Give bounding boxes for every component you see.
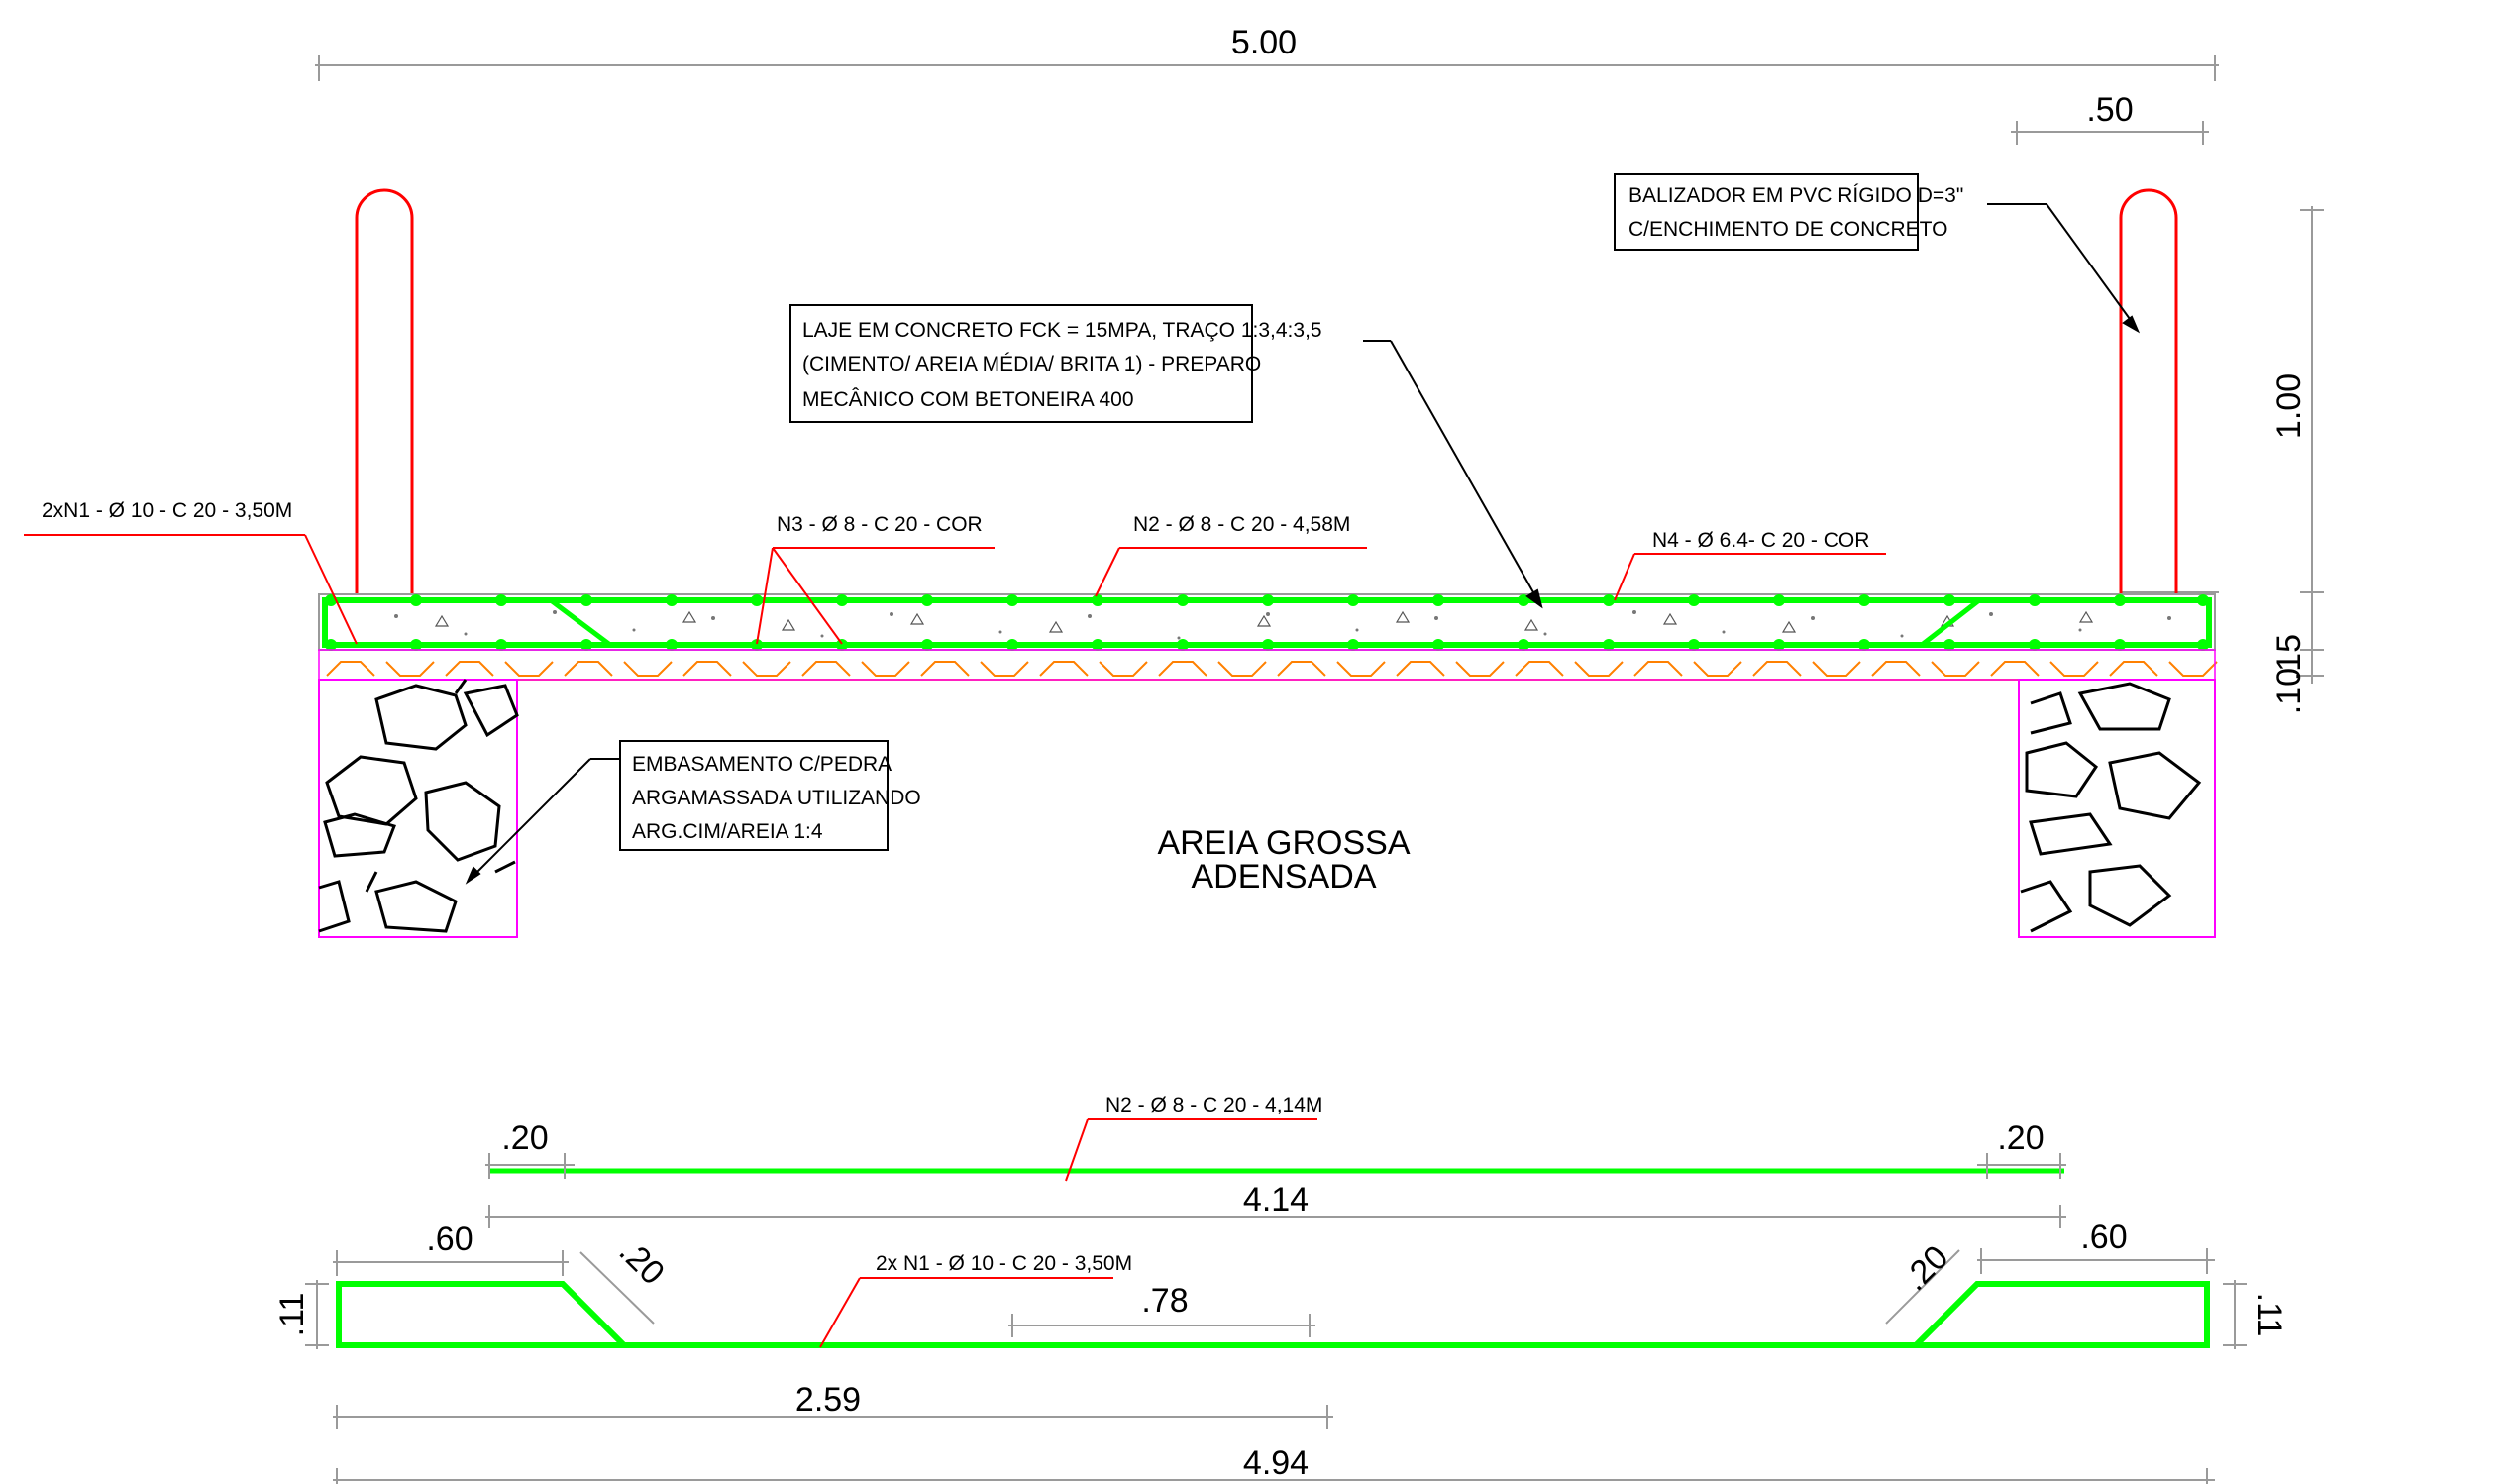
balizador-right	[2119, 188, 2178, 594]
note-embasamento-line-1: EMBASAMENTO C/PEDRA	[632, 753, 892, 776]
label-n4: N4 - Ø 6.4- C 20 - COR	[1652, 529, 1869, 552]
dim-balizador-height-label: 1.00	[2270, 373, 2308, 439]
rebar-n1-detail	[336, 1281, 2210, 1348]
dim-n1-total-label: 4.94	[1243, 1444, 1309, 1482]
label-n2-detail: N2 - Ø 8 - C 20 - 4,14M	[1105, 1094, 1322, 1116]
note-balizador-line-1: BALIZADOR EM PVC RÍGIDO D=3"	[1628, 184, 1963, 207]
dim-total-width	[315, 55, 2219, 81]
label-n3: N3 - Ø 8 - C 20 - COR	[777, 513, 983, 536]
areia-line-2: ADENSADA	[1191, 858, 1376, 896]
note-laje-line-3: MECÂNICO COM BETONEIRA 400	[802, 388, 1134, 411]
leader-n2-top	[1095, 547, 1367, 597]
dim-n1-left-flat-label: .60	[426, 1220, 472, 1258]
concrete-aggregate-pattern	[394, 610, 2171, 640]
note-laje-box	[789, 304, 1253, 423]
dim-n2-hook-right-label: .20	[1997, 1119, 2044, 1157]
dim-n1-left-height-label: .11	[273, 1293, 311, 1337]
note-balizador-line-2: C/ENCHIMENTO DE CONCRETO	[1628, 218, 1947, 241]
dim-n1-left-bend-label: .20	[612, 1232, 672, 1292]
dim-n1-detail	[305, 1248, 2247, 1484]
rebar-n1-bend-left	[549, 598, 612, 647]
rebar-n1-bend-right	[1920, 598, 1981, 647]
dim-n1-right-flat-label: .60	[2080, 1219, 2127, 1256]
dim-n2-hook-left-label: .20	[501, 1119, 548, 1157]
dim-n1-half-label: 2.59	[795, 1381, 861, 1419]
dim-n2-detail	[485, 1153, 2066, 1228]
dim-n2-length-label: 4.14	[1243, 1181, 1309, 1219]
dim-balizador-offset-label: .50	[2086, 91, 2133, 129]
dim-total-width-label: 5.00	[1231, 24, 1297, 61]
dim-balizador-offset	[2011, 121, 2209, 145]
label-n1-top: 2xN1 - Ø 10 - C 20 - 3,50M	[42, 499, 292, 522]
label-n2-top: N2 - Ø 8 - C 20 - 4,58M	[1133, 513, 1350, 536]
footing-right	[2018, 679, 2216, 938]
footing-left	[318, 679, 519, 938]
leader-laje	[1363, 340, 1543, 609]
dim-n1-right-height-label: .11	[2251, 1293, 2288, 1337]
note-balizador-box	[1614, 173, 1919, 251]
dim-vertical-right	[2120, 206, 2324, 684]
note-laje-line-2: (CIMENTO/ AREIA MÉDIA/ BRITA 1) - PREPAR…	[802, 353, 1261, 375]
note-embasamento-box	[619, 740, 889, 851]
dim-n1-mid-label: .78	[1141, 1282, 1188, 1320]
dim-n1-right-bend-label: .20	[1896, 1238, 1955, 1298]
leader-n4	[1614, 553, 1886, 601]
rebar-dots	[325, 594, 2209, 651]
sand-outline	[318, 649, 2216, 681]
label-n1-detail: 2x N1 - Ø 10 - C 20 - 3,50M	[876, 1252, 1132, 1275]
areia-line-1: AREIA GROSSA	[1157, 824, 1410, 862]
note-laje-line-1: LAJE EM CONCRETO FCK = 15MPA, TRAÇO 1:3,…	[802, 319, 1322, 342]
leader-n3	[756, 547, 995, 645]
balizador-left	[355, 188, 414, 594]
note-embasamento-line-2: ARGAMASSADA UTILIZANDO	[632, 787, 921, 809]
note-embasamento-line-3: ARG.CIM/AREIA 1:4	[632, 820, 823, 843]
sand-layer	[319, 661, 2218, 681]
leader-n2-detail	[1065, 1118, 1317, 1182]
leader-n1-top	[24, 534, 358, 645]
leader-balizador	[1987, 203, 2141, 334]
leader-embasamento	[465, 758, 620, 885]
dim-slab-thickness-label: .10	[2270, 668, 2308, 714]
dim-sand-thickness-label: .15	[2270, 634, 2308, 681]
leader-n1-detail	[819, 1277, 1113, 1348]
